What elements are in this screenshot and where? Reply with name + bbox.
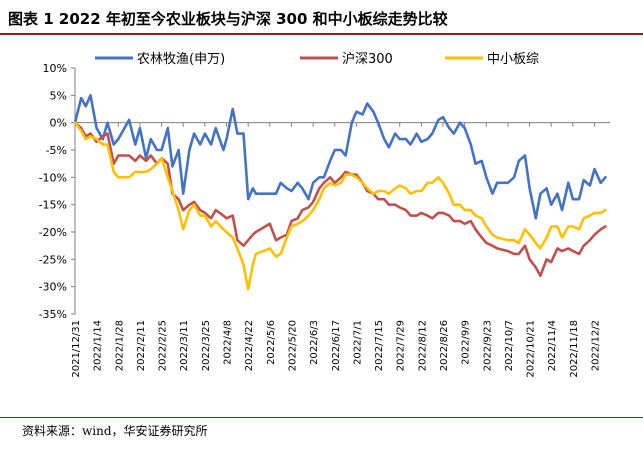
x-tick-label: 2022/8/12	[417, 320, 428, 371]
x-tick-label: 2022/6/3	[309, 320, 320, 365]
x-tick-label: 2022/11/4	[547, 320, 558, 371]
series-line-0	[73, 93, 607, 220]
y-tick-label: -20%	[39, 226, 67, 239]
x-axis-ticks: 2021/12/31 2022/1/14 2022/1/28 2022/2/11 202…	[71, 122, 602, 378]
x-tick-label: 2022/9/9	[461, 320, 472, 365]
x-tick-label: 2022/4/8	[223, 320, 234, 365]
x-tick-label: 2022/2/11	[136, 320, 147, 371]
legend-label-2: 中小板综	[487, 52, 539, 67]
y-axis-ticks: 10% 5% 0% -5% -10% -15% -20% -25% -30% -35%	[39, 62, 75, 321]
x-tick-label: 2022/5/20	[287, 320, 298, 371]
x-tick-label: 2022/3/11	[179, 320, 190, 371]
x-tick-label: 2022/12/2	[591, 320, 602, 371]
y-tick-label: -35%	[39, 308, 67, 321]
source-note: 资料来源：wind，华安证券研究所	[22, 424, 208, 438]
x-tick-label: 2022/9/23	[482, 320, 493, 371]
chart-axes	[74, 68, 610, 314]
x-tick-label: 2022/1/28	[114, 320, 125, 371]
x-tick-label: 2022/7/15	[374, 320, 385, 371]
x-tick-label: 2022/5/6	[266, 320, 277, 365]
x-tick-label: 2022/4/22	[244, 320, 255, 371]
x-tick-label: 2022/7/29	[396, 320, 407, 371]
x-tick-label: 2022/11/18	[569, 320, 580, 378]
x-tick-label: 2022/8/26	[439, 320, 450, 371]
x-tick-label: 2022/2/25	[158, 320, 169, 371]
x-tick-label: 2022/10/21	[526, 320, 537, 378]
bottom-rule	[0, 417, 643, 418]
x-tick-label: 2022/3/25	[201, 320, 212, 371]
y-tick-label: 0%	[50, 117, 67, 130]
series-line-2	[73, 121, 607, 291]
legend-label-0: 农林牧渔(申万)	[137, 52, 225, 67]
x-tick-label: 2022/6/17	[331, 320, 342, 371]
x-tick-label: 2022/10/7	[504, 320, 515, 371]
y-tick-label: -10%	[39, 171, 67, 184]
series-lines	[73, 93, 607, 291]
x-tick-label: 2022/1/14	[93, 320, 104, 371]
line-chart: 10% 5% 0% -5% -10% -15% -20% -25% -30% -35% 2021/…	[39, 51, 610, 378]
top-rule	[0, 33, 643, 35]
figure-title: 图表 1 2022 年初至今农业板块与沪深 300 和中小板综走势比较	[8, 10, 448, 28]
y-tick-label: -25%	[39, 253, 67, 266]
y-tick-label: 10%	[43, 62, 67, 75]
legend-label-1: 沪深300	[342, 51, 393, 67]
y-tick-label: -5%	[46, 144, 67, 157]
chart-legend: 农林牧渔(申万) 沪深300 中小板综	[95, 51, 539, 67]
y-tick-label: -30%	[39, 281, 67, 294]
series-line-1	[73, 121, 607, 277]
y-tick-label: -15%	[39, 199, 67, 212]
x-tick-label: 2021/12/31	[71, 320, 82, 378]
x-tick-label: 2022/7/1	[352, 320, 363, 365]
y-tick-label: 5%	[50, 89, 67, 102]
